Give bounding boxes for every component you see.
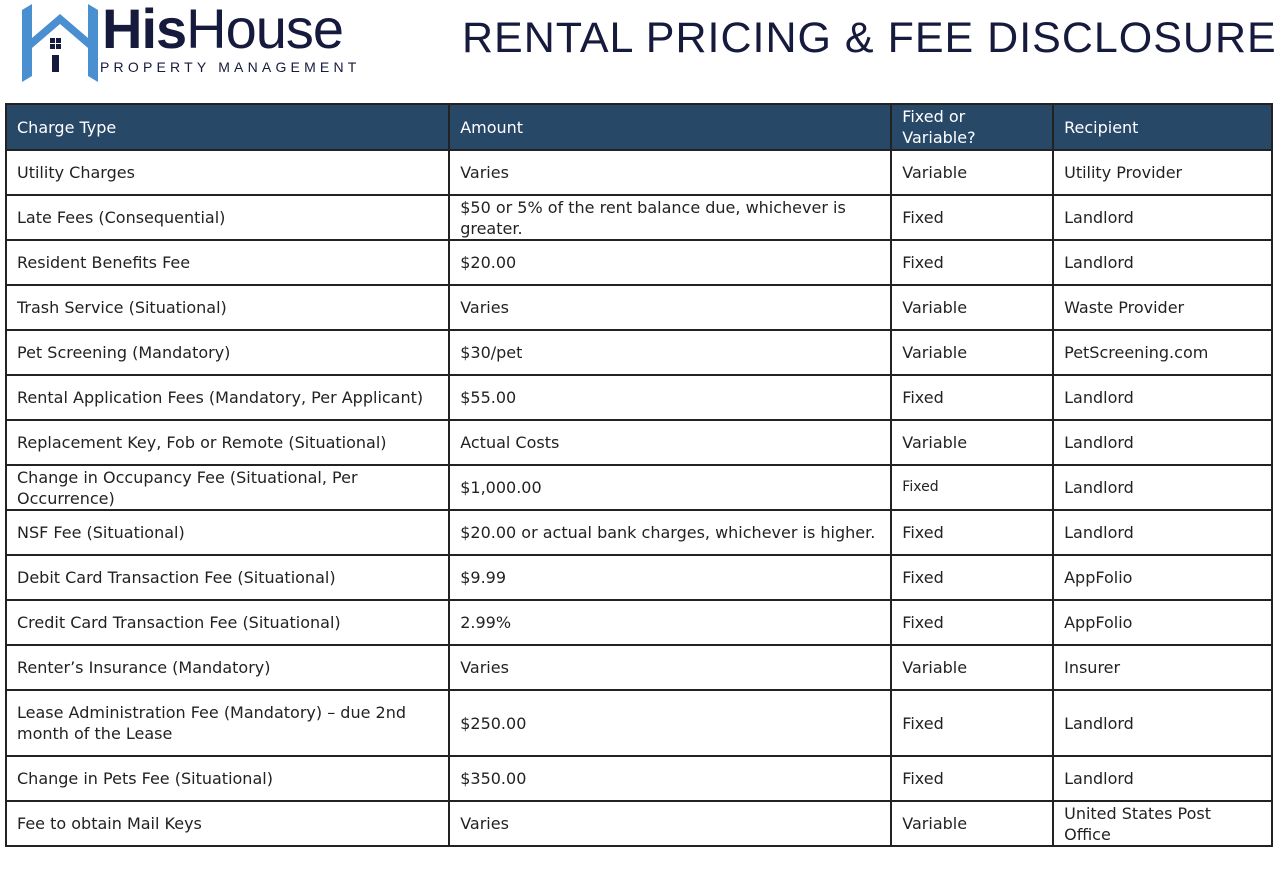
table-row: Renter’s Insurance (Mandatory) Varies Vari… [4,644,1273,691]
column-header: Amount [448,103,893,151]
recipient-cell: AppFolio [1052,599,1273,646]
table-row: Late Fees (Consequential) $50 or 5% of th… [4,194,1273,241]
recipient-cell: Utility Provider [1052,149,1273,196]
table-row: Resident Benefits Fee $20.00 Fixed Landlord [4,239,1273,286]
recipient-cell: Landlord [1052,419,1273,466]
table-row: Utility Charges Varies Variable Utility Pro… [4,149,1273,196]
table-row: Lease Administration Fee (Mandatory) – d… [4,689,1273,757]
fixed-variable-cell: Variable [890,284,1055,331]
recipient-cell: Landlord [1052,689,1273,757]
charge-type-cell: Change in Occupancy Fee (Situational, Pe… [4,464,451,511]
table-row: Replacement Key, Fob or Remote (Situatio… [4,419,1273,466]
recipient-cell: Waste Provider [1052,284,1273,331]
table-row: Trash Service (Situational) Varies Variabl… [4,284,1273,331]
amount-cell: $50 or 5% of the rent balance due, which… [448,194,893,241]
amount-cell: $20.00 [448,239,893,286]
page-title: RENTAL PRICING & FEE DISCLOSURE [462,14,1277,62]
charge-type-cell: NSF Fee (Situational) [4,509,451,556]
fixed-variable-cell: Fixed [890,755,1055,802]
logo-wordmark: HisHouse [102,0,344,61]
fixed-variable-cell: Fixed [890,689,1055,757]
fixed-variable-cell: Fixed [890,194,1055,241]
logo-brand-bold: His [102,0,187,60]
amount-cell: $9.99 [448,554,893,601]
fixed-variable-cell: Fixed [890,554,1055,601]
fixed-variable-cell: Fixed [890,374,1055,421]
company-logo: HisHouse PROPERTY MANAGEMENT [20,0,410,84]
recipient-cell: Landlord [1052,464,1273,511]
charge-type-cell: Credit Card Transaction Fee (Situational… [4,599,451,646]
charge-type-cell: Late Fees (Consequential) [4,194,451,241]
fixed-variable-cell: Fixed [890,239,1055,286]
amount-cell: $350.00 [448,755,893,802]
amount-cell: $250.00 [448,689,893,757]
charge-type-cell: Trash Service (Situational) [4,284,451,331]
fixed-variable-cell: Variable [890,644,1055,691]
table-row: Fee to obtain Mail Keys Varies Variable Uni… [4,800,1273,847]
charge-type-cell: Replacement Key, Fob or Remote (Situatio… [4,419,451,466]
fixed-variable-cell: Variable [890,800,1055,847]
house-logo-icon [22,4,98,82]
recipient-cell: Landlord [1052,194,1273,241]
amount-cell: $20.00 or actual bank charges, whichever… [448,509,893,556]
charge-type-cell: Resident Benefits Fee [4,239,451,286]
fixed-variable-cell: Fixed [890,599,1055,646]
recipient-cell: United States Post Office [1052,800,1273,847]
amount-cell: Varies [448,149,893,196]
table-row: Pet Screening (Mandatory) $30/pet Variable… [4,329,1273,376]
table-row: Change in Occupancy Fee (Situational, Pe… [4,464,1273,511]
table-row: Rental Application Fees (Mandatory, Per … [4,374,1273,421]
amount-cell: Actual Costs [448,419,893,466]
charge-type-cell: Debit Card Transaction Fee (Situational) [4,554,451,601]
recipient-cell: PetScreening.com [1052,329,1273,376]
fixed-variable-cell: Variable [890,149,1055,196]
column-header: Charge Type [4,103,451,151]
table-header-row: Charge Type Amount Fixed or Variable? Recip… [4,103,1273,151]
amount-cell: Varies [448,800,893,847]
recipient-cell: Landlord [1052,374,1273,421]
charge-type-cell: Rental Application Fees (Mandatory, Per … [4,374,451,421]
logo-subtitle: PROPERTY MANAGEMENT [100,59,361,75]
column-header: Recipient [1052,103,1273,151]
charge-type-cell: Renter’s Insurance (Mandatory) [4,644,451,691]
charge-type-cell: Lease Administration Fee (Mandatory) – d… [4,689,451,757]
recipient-cell: Insurer [1052,644,1273,691]
charge-type-cell: Pet Screening (Mandatory) [4,329,451,376]
fixed-variable-cell: Variable [890,419,1055,466]
fixed-variable-cell: Variable [890,329,1055,376]
charge-type-cell: Utility Charges [4,149,451,196]
amount-cell: Varies [448,644,893,691]
fixed-variable-cell: Fixed [890,509,1055,556]
recipient-cell: Landlord [1052,239,1273,286]
amount-cell: 2.99% [448,599,893,646]
recipient-cell: Landlord [1052,755,1273,802]
amount-cell: $55.00 [448,374,893,421]
table-row: NSF Fee (Situational) $20.00 or actual ba… [4,509,1273,556]
table-row: Debit Card Transaction Fee (Situational)… [4,554,1273,601]
amount-cell: $30/pet [448,329,893,376]
amount-cell: Varies [448,284,893,331]
recipient-cell: Landlord [1052,509,1273,556]
fixed-variable-cell: Fixed [890,464,1055,511]
column-header: Fixed or Variable? [890,103,1055,151]
charge-type-cell: Change in Pets Fee (Situational) [4,755,451,802]
charge-type-cell: Fee to obtain Mail Keys [4,800,451,847]
amount-cell: $1,000.00 [448,464,893,511]
fee-table: Charge Type Amount Fixed or Variable? Recip… [4,103,1273,847]
table-row: Change in Pets Fee (Situational) $350.00 F… [4,755,1273,802]
table-row: Credit Card Transaction Fee (Situational… [4,599,1273,646]
logo-brand-light: House [186,0,344,60]
recipient-cell: AppFolio [1052,554,1273,601]
